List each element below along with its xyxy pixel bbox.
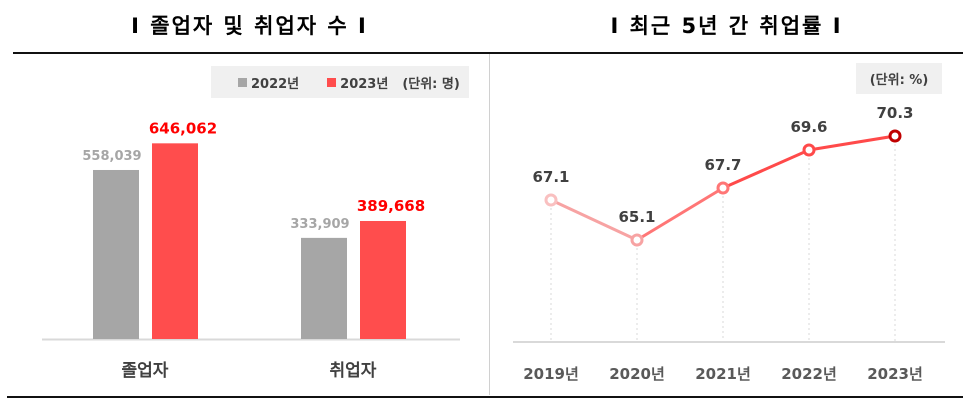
line-category-label: 2021년: [695, 365, 751, 383]
line-data-label: 67.7: [704, 156, 741, 174]
line-segment: [636, 186, 724, 242]
right-title-divider: [486, 52, 963, 54]
line-data-label: 65.1: [618, 208, 655, 226]
bar-2023년-졸업자: [152, 143, 198, 339]
bar-data-label: 558,039: [82, 149, 141, 164]
line-category-label: 2022년: [781, 365, 837, 383]
line-data-label: 69.6: [790, 118, 827, 136]
left-title-divider: [13, 52, 486, 54]
bar-category-label: 졸업자: [122, 361, 169, 381]
line-segment: [808, 134, 896, 152]
legend-swatch-2023: [327, 77, 337, 87]
bar-category-label: 취업자: [330, 360, 377, 381]
legend-label-2023: 2023년: [340, 76, 389, 92]
line-data-label: 67.1: [532, 168, 569, 186]
line-point-2023년: [888, 129, 902, 143]
bar-legend: 2022년 2023년 (단위: 명): [211, 66, 469, 98]
right-chart-title: Ⅰ 최근 5년 간 취업률 Ⅰ: [610, 14, 843, 38]
line-point-2021년: [716, 181, 730, 195]
line-category-label: 2019년: [523, 365, 579, 383]
line-segment: [550, 198, 638, 242]
bar-data-label: 389,668: [357, 197, 425, 215]
line-category-label: 2023년: [867, 365, 923, 383]
bar-2022년-취업자: [301, 237, 347, 339]
panel-divider: [489, 54, 490, 395]
legend-label-2022: 2022년: [251, 76, 300, 92]
bar-2022년-졸업자: [93, 169, 139, 339]
line-segment: [722, 148, 810, 190]
line-unit-box: (단위: %): [856, 63, 942, 94]
bottom-divider: [7, 396, 963, 398]
line-point-2019년: [544, 193, 558, 207]
line-point-2022년: [802, 143, 816, 157]
left-chart-title: Ⅰ 졸업자 및 취업자 수 Ⅰ: [131, 14, 368, 38]
line-unit-label: (단위: %): [869, 73, 929, 88]
legend-swatch-2022: [238, 77, 247, 87]
line-data-label: 70.3: [876, 104, 913, 122]
bar-data-label: 646,062: [149, 119, 217, 137]
line-category-label: 2020년: [609, 365, 665, 383]
bar-unit-label: (단위: 명): [402, 76, 460, 92]
bar-2023년-취업자: [360, 220, 406, 339]
line-point-2020년: [630, 233, 644, 247]
bar-data-label: 333,909: [290, 217, 349, 232]
